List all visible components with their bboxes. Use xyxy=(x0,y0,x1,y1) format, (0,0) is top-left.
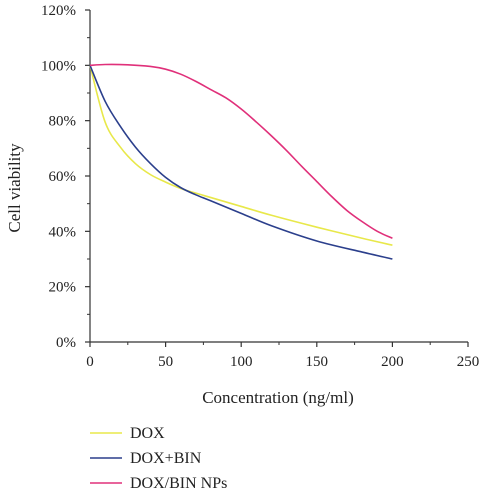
y-tick-label: 80% xyxy=(49,114,77,130)
y-tick-label: 40% xyxy=(49,224,77,240)
series-line-dox-bin-nps xyxy=(89,63,393,239)
y-tick-label: 100% xyxy=(41,58,76,74)
y-tick-label: 120% xyxy=(41,3,76,19)
legend-label-dox: DOX xyxy=(130,425,165,442)
y-tick-label: 0% xyxy=(56,335,76,351)
x-axis-title: Concentration (ng/ml) xyxy=(202,388,354,407)
series-lines xyxy=(89,63,393,260)
x-tick-label: 200 xyxy=(381,354,404,370)
legend-label-dox-bin-nps: DOX/BIN NPs xyxy=(130,475,227,492)
x-tick-label: 250 xyxy=(457,354,480,370)
x-tick-label: 150 xyxy=(306,354,329,370)
y-tick-label: 20% xyxy=(49,280,77,296)
series-line-dox-bin xyxy=(89,65,393,260)
y-tick-label: 60% xyxy=(49,169,77,185)
legend-label-dox-bin: DOX+BIN xyxy=(130,450,202,467)
legend: DOX DOX+BIN DOX/BIN NPs xyxy=(90,425,227,492)
y-axis-ticks: 0% 20% 40% 60% 80% 100% 120% xyxy=(41,3,90,351)
x-tick-label: 50 xyxy=(158,354,173,370)
y-axis-title: Cell viability xyxy=(5,143,24,233)
x-tick-label: 100 xyxy=(230,354,253,370)
series-line-dox xyxy=(89,65,393,246)
x-axis-ticks: 0 50 100 150 200 250 xyxy=(86,342,479,370)
x-tick-label: 0 xyxy=(86,354,94,370)
